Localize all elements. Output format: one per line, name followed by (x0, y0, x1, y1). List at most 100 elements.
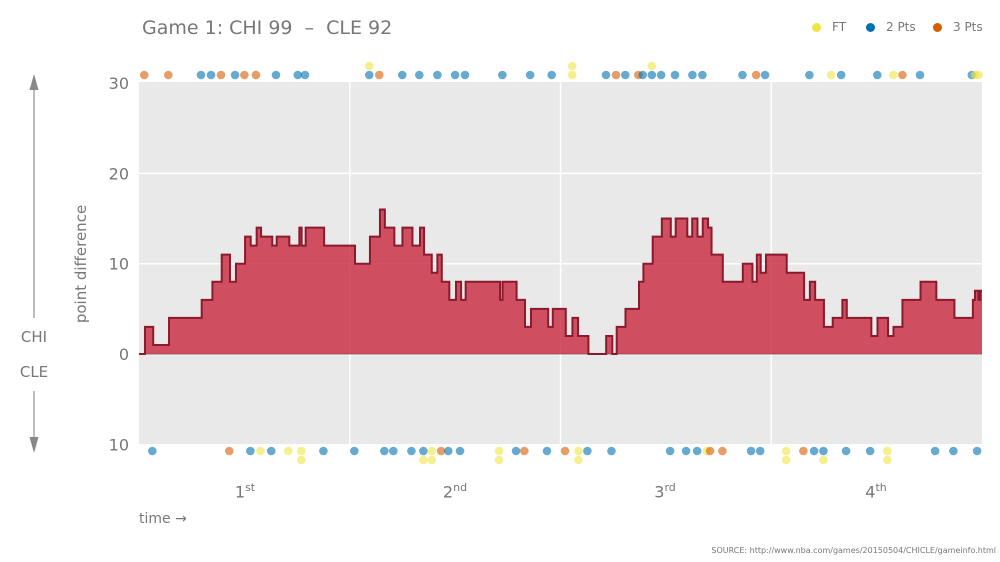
cle-score-2pts-dot (665, 446, 675, 456)
cle-score-2pts-dot (841, 446, 851, 456)
cle-score-2pts-dot (681, 446, 691, 456)
chi-score-2pts-dot (670, 70, 680, 80)
quarter-label-4: 4th (865, 481, 886, 501)
chi-score-2pts-dot (196, 70, 206, 80)
quarter-suffix: st (245, 481, 256, 494)
cle-score-ft-dot (574, 455, 583, 465)
chi-score-2pts-dot (364, 70, 374, 80)
cle-score-ft-dot (883, 455, 892, 465)
cle-score-ft-dot (781, 446, 791, 456)
cle-score-2pts-dot (972, 446, 982, 456)
cle-score-ft-dot (494, 455, 504, 465)
chi-score-2pts-dot (647, 70, 657, 80)
3pts-legend-dot-icon (933, 22, 942, 32)
chi-score-2pts-dot (915, 70, 925, 80)
chi-score-2pts-dot (414, 70, 424, 80)
y-tick-label: 10 (109, 435, 129, 454)
cle-score-ft-dot (427, 446, 437, 456)
cle-score-2pts-dot (419, 446, 428, 456)
cle-score-2pts-dot (148, 446, 157, 456)
y-tick-label: 0 (119, 345, 129, 364)
cle-score-ft-dot (427, 455, 437, 465)
legend-label-3pts: 3 Pts (953, 20, 983, 34)
cle-score-2pts-dot (930, 446, 940, 456)
chi-score-ft-dot (647, 61, 657, 71)
chi-score-2pts-dot (293, 70, 303, 80)
chi-score-2pts-dot (836, 70, 846, 80)
chi-score-2pts-dot (450, 70, 460, 80)
chi-score-3pts-dot (251, 70, 261, 80)
cle-score-2pts-dot (809, 446, 819, 456)
2pts-legend-dot-icon (866, 22, 875, 32)
legend-item-2pts: 2 Pts (866, 20, 916, 34)
chart-title: Game 1: CHI 99 – CLE 92 (142, 17, 393, 39)
cle-score-ft-dot (283, 446, 293, 456)
quarter-number: 4 (865, 482, 876, 502)
chi-score-3pts-dot (139, 70, 149, 80)
arrow-up-icon (29, 74, 39, 90)
legend-item-ft: FT (812, 20, 846, 34)
chi-score-3pts-dot (751, 70, 761, 80)
chi-score-2pts-dot (230, 70, 240, 80)
cle-score-2pts-dot (443, 446, 453, 456)
cle-score-3pts-dot (436, 446, 446, 456)
cle-score-2pts-dot (266, 446, 276, 456)
chi-score-2pts-dot (498, 70, 507, 80)
chi-score-ft-dot (974, 70, 983, 80)
cle-score-2pts-dot (583, 446, 592, 456)
cle-score-2pts-dot (407, 446, 416, 456)
quarter-number: 2 (442, 482, 454, 502)
cle-score-3pts-dot (799, 446, 808, 456)
legend-item-3pts: 3 Pts (933, 20, 983, 34)
chi-score-2pts-dot (525, 70, 535, 80)
chi-score-3pts-dot (216, 70, 226, 80)
y-tick-label: 20 (109, 164, 129, 183)
cle-score-ft-dot (419, 455, 428, 465)
chi-score-3pts-dot (164, 70, 173, 80)
cle-score-2pts-dot (819, 446, 828, 456)
chi-score-2pts-dot (271, 70, 281, 80)
chi-score-2pts-dot (397, 70, 407, 80)
y-tick-label: 10 (109, 255, 129, 274)
cle-score-ft-dot (494, 446, 504, 456)
cle-score-3pts-dot (560, 446, 570, 456)
quarter-label-3: 3rd (654, 481, 676, 501)
x-axis-label: time → (139, 511, 187, 527)
y-axis-ticks: 30 20 10 0 10 (109, 74, 129, 454)
chi-score-2pts-dot (300, 70, 310, 80)
quarter-label-2: 2nd (443, 481, 467, 501)
quarter-suffix: th (875, 481, 887, 494)
chi-score-2pts-dot (460, 70, 470, 80)
cle-score-ft-dot (819, 455, 828, 465)
cle-score-2pts-dot (755, 446, 765, 456)
cle-score-2pts-dot (455, 446, 465, 456)
quarter-number: 1 (234, 482, 246, 502)
chi-score-2pts-dot (805, 70, 814, 80)
chi-score-2pts-dot (656, 70, 666, 80)
cle-score-2pts-dot (380, 446, 389, 456)
cle-score-ft-dot (883, 446, 892, 456)
cle-score-2pts-dot (246, 446, 255, 456)
chi-score-ft-dot (364, 61, 374, 71)
team-up-label: CHI (21, 328, 47, 346)
cle-score-ft-dot (256, 446, 265, 456)
scoring-events (139, 61, 983, 465)
quarter-number: 3 (654, 482, 665, 502)
quarter-label-1: 1st (235, 481, 255, 501)
chi-score-3pts-dot (374, 70, 384, 80)
cle-score-3pts-dot (705, 446, 715, 456)
cle-score-2pts-dot (319, 446, 328, 456)
cle-score-ft-dot (296, 446, 306, 456)
cle-score-2pts-dot (692, 446, 702, 456)
legend-label-ft: FT (832, 20, 847, 34)
chi-score-3pts-dot (898, 70, 907, 80)
area-outline (139, 208, 982, 355)
cle-score-2pts-dot (350, 446, 359, 456)
team-down-label: CLE (20, 363, 48, 381)
chi-score-ft-dot (567, 61, 577, 71)
chi-score-2pts-dot (206, 70, 216, 80)
chi-score-ft-dot (567, 70, 577, 80)
chi-score-2pts-dot (873, 70, 882, 80)
cle-score-3pts-dot (224, 446, 234, 456)
score-difference-area (139, 208, 982, 355)
